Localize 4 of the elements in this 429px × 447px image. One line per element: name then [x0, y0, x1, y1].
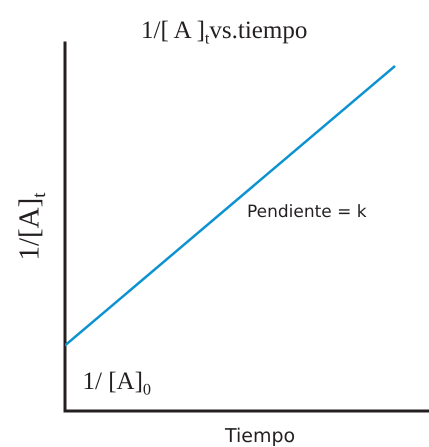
- x-axis-title: Tiempo: [225, 424, 296, 446]
- chart-title: 1/[ A ]$_{t}$vs.tiempo: [141, 16, 308, 48]
- annotation: Pendiente = k: [247, 202, 367, 222]
- annotation: 1/ [A]$_{0}$: [82, 368, 152, 398]
